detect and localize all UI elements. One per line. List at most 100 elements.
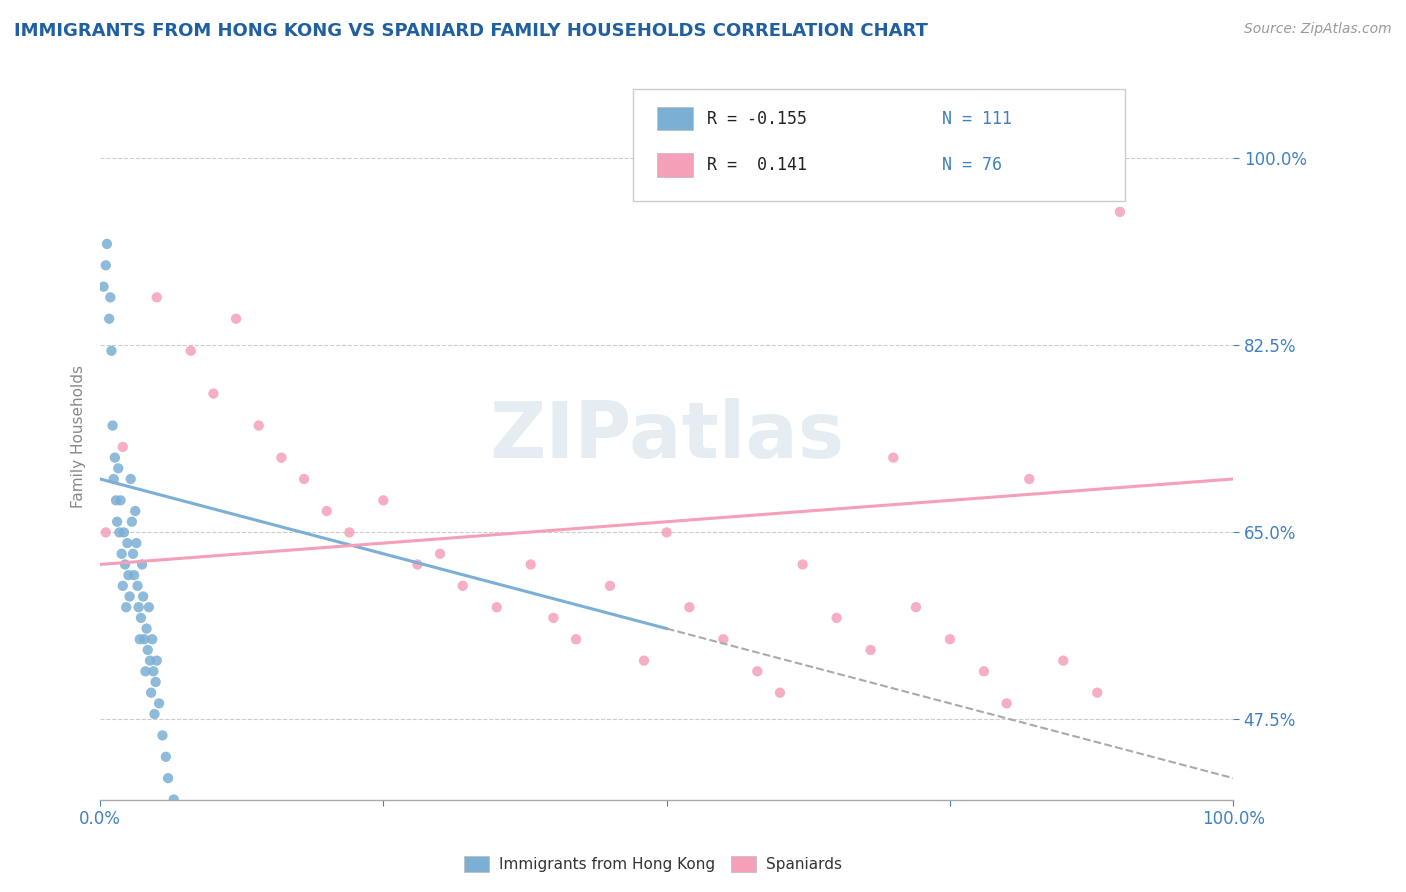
Point <box>792 558 814 572</box>
Point <box>135 622 157 636</box>
Point <box>163 792 186 806</box>
Point <box>180 856 202 871</box>
Point <box>292 472 315 486</box>
Point <box>128 600 150 615</box>
Point <box>973 665 995 679</box>
Point <box>93 279 115 293</box>
Point <box>111 440 134 454</box>
Point <box>134 665 156 679</box>
Point <box>103 472 125 486</box>
Text: N = 111: N = 111 <box>942 110 1012 128</box>
Y-axis label: Family Households: Family Households <box>72 365 86 508</box>
Point <box>122 568 145 582</box>
Point <box>146 290 169 304</box>
Point <box>315 504 337 518</box>
Point <box>101 418 124 433</box>
Point <box>406 558 429 572</box>
Text: Immigrants from Hong Kong: Immigrants from Hong Kong <box>499 857 716 871</box>
Point <box>146 654 169 668</box>
Point <box>174 835 197 849</box>
Point <box>115 600 138 615</box>
Point <box>100 343 122 358</box>
Point <box>711 632 734 647</box>
Point <box>139 686 162 700</box>
Point <box>339 525 361 540</box>
Point <box>825 611 848 625</box>
Point <box>747 665 769 679</box>
Point <box>202 386 225 401</box>
Point <box>122 547 145 561</box>
Point <box>129 611 152 625</box>
Point <box>94 258 117 272</box>
Point <box>117 536 139 550</box>
Point <box>1018 472 1040 486</box>
Point <box>127 579 149 593</box>
Text: Source: ZipAtlas.com: Source: ZipAtlas.com <box>1244 22 1392 37</box>
Point <box>131 558 153 572</box>
Text: N = 76: N = 76 <box>942 156 1002 174</box>
Point <box>107 461 129 475</box>
Point <box>180 343 202 358</box>
Point <box>105 515 128 529</box>
Point <box>94 525 117 540</box>
Point <box>882 450 904 465</box>
Point <box>769 686 792 700</box>
Point <box>145 675 167 690</box>
Text: IMMIGRANTS FROM HONG KONG VS SPANIARD FAMILY HOUSEHOLDS CORRELATION CHART: IMMIGRANTS FROM HONG KONG VS SPANIARD FA… <box>14 22 928 40</box>
Point <box>104 450 127 465</box>
Point <box>904 600 927 615</box>
Point <box>134 632 156 647</box>
Point <box>112 525 135 540</box>
Text: ZIPatlas: ZIPatlas <box>489 398 844 475</box>
Point <box>132 590 155 604</box>
Point <box>270 450 292 465</box>
Point <box>543 611 565 625</box>
Point <box>152 728 174 742</box>
Point <box>114 558 136 572</box>
Text: R =  0.141: R = 0.141 <box>707 156 807 174</box>
Point <box>142 665 165 679</box>
Point <box>519 558 541 572</box>
Point <box>451 579 474 593</box>
Point <box>485 600 508 615</box>
Point <box>141 632 163 647</box>
Point <box>155 749 177 764</box>
Point <box>565 632 588 647</box>
Point <box>121 515 143 529</box>
Text: Spaniards: Spaniards <box>766 857 842 871</box>
Point <box>143 707 166 722</box>
Point <box>136 643 159 657</box>
Point <box>124 504 146 518</box>
Point <box>138 600 160 615</box>
Point <box>139 654 162 668</box>
Point <box>191 878 214 892</box>
Point <box>859 643 882 657</box>
Point <box>148 697 170 711</box>
Point <box>1109 205 1132 219</box>
Point <box>429 547 451 561</box>
Point <box>111 579 134 593</box>
Point <box>118 590 141 604</box>
Point <box>633 654 655 668</box>
Point <box>96 236 118 251</box>
Point <box>104 493 127 508</box>
Point <box>678 600 700 615</box>
Point <box>373 493 395 508</box>
Point <box>225 311 247 326</box>
Point <box>117 568 139 582</box>
Point <box>98 311 121 326</box>
Point <box>111 547 134 561</box>
Point <box>247 418 270 433</box>
Point <box>157 771 180 785</box>
Point <box>995 697 1018 711</box>
Point <box>128 632 150 647</box>
Point <box>169 814 191 828</box>
Point <box>125 536 148 550</box>
Point <box>1052 654 1074 668</box>
Point <box>98 290 121 304</box>
Point <box>281 846 304 860</box>
Point <box>599 579 621 593</box>
Point <box>1085 686 1108 700</box>
Point <box>120 472 142 486</box>
Point <box>108 525 131 540</box>
